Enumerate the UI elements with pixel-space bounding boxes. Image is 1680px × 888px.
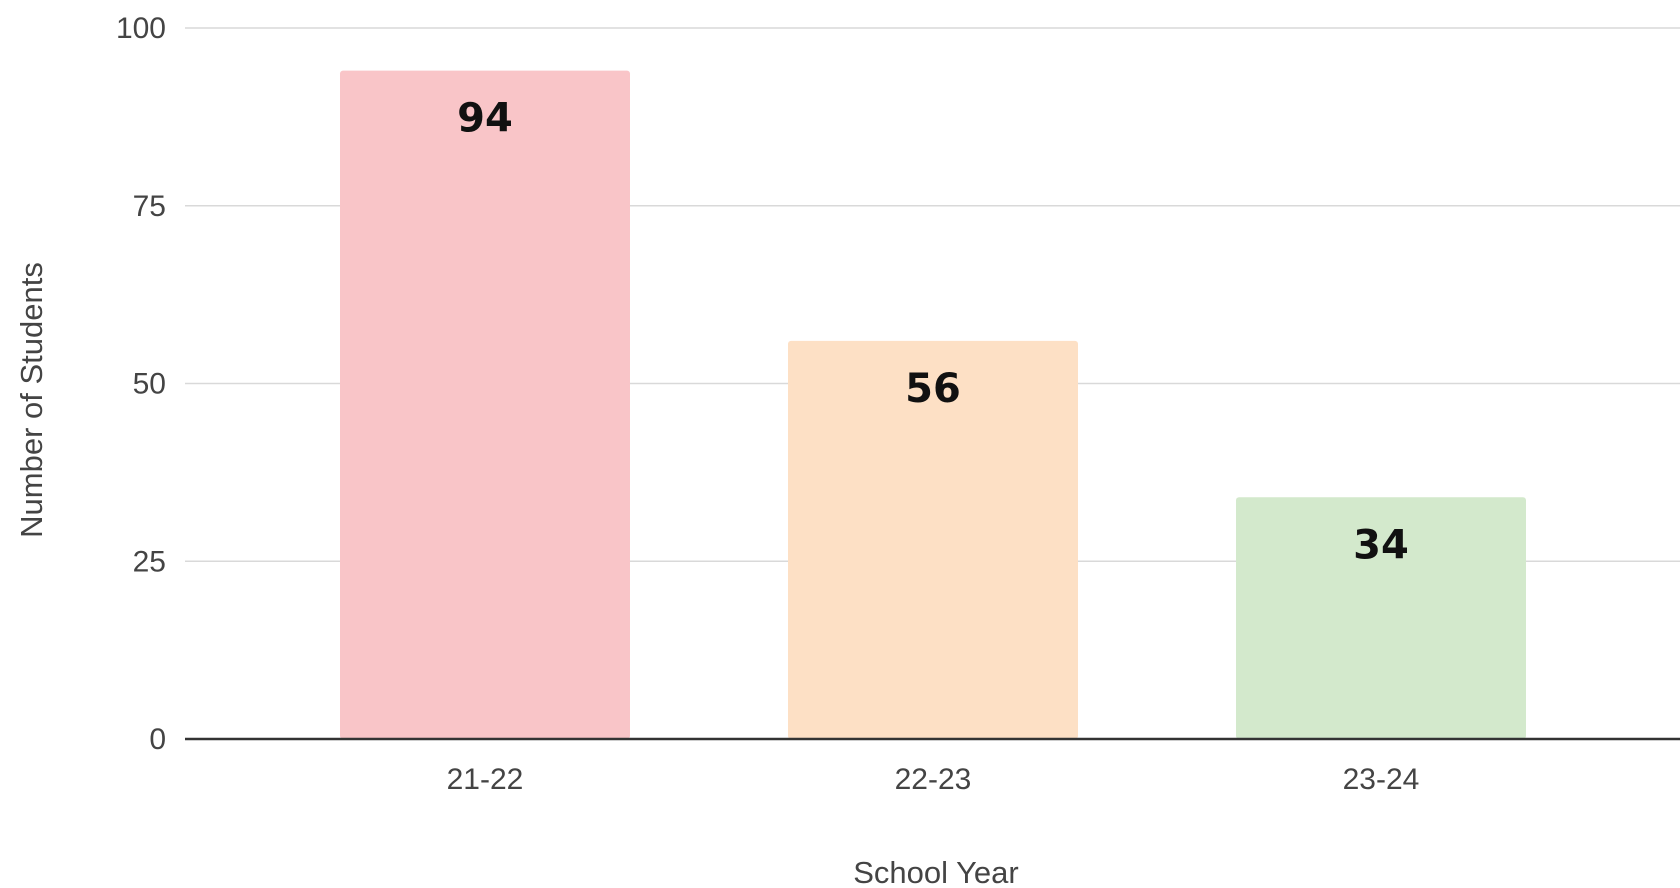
data-label: 94 [457, 96, 513, 142]
x-tick-label: 23-24 [1343, 763, 1420, 796]
y-tick-label: 75 [133, 190, 166, 223]
bars [340, 70, 1526, 739]
axes: 0 25 50 75 100 21-22 22-23 23-24 [116, 12, 1680, 796]
y-tick-label: 25 [133, 545, 166, 578]
y-tick-label: 0 [149, 723, 166, 756]
data-label: 34 [1353, 522, 1409, 568]
y-axis-title: Number of Students [14, 262, 49, 538]
x-tick-label: 21-22 [447, 763, 524, 796]
x-tick-label: 22-23 [895, 763, 972, 796]
data-label: 56 [905, 366, 961, 412]
y-tick-label: 100 [116, 12, 166, 45]
data-labels: 94 56 34 [457, 96, 1409, 569]
y-tick-label: 50 [133, 368, 166, 401]
bar [788, 340, 1078, 739]
bar [1236, 497, 1526, 739]
x-axis-title: School Year [853, 855, 1018, 888]
bar [340, 70, 630, 739]
